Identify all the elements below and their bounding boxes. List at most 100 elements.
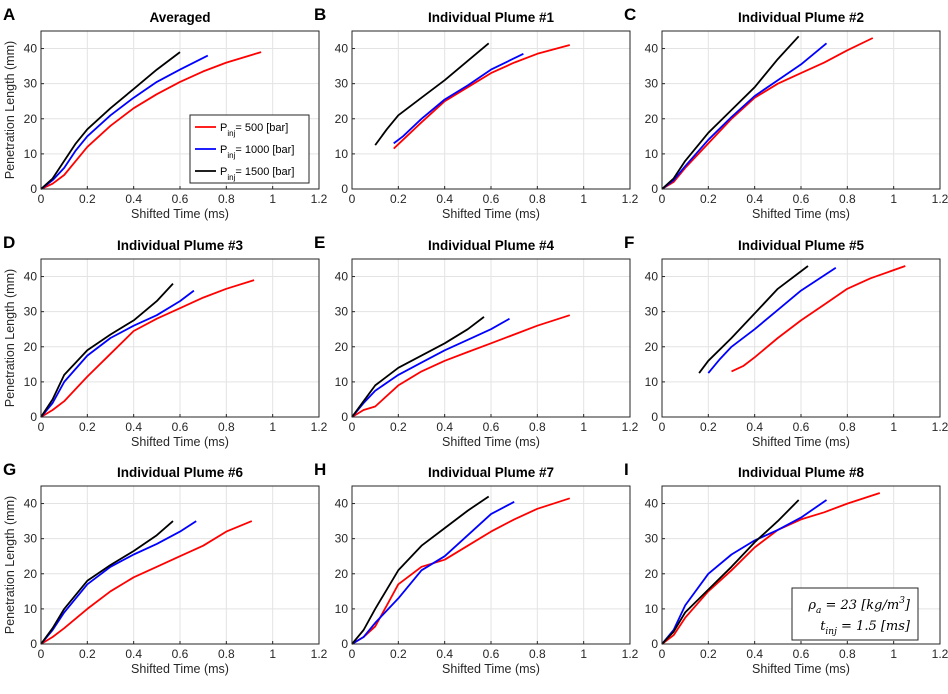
x-axis-label: Shifted Time (ms)	[752, 207, 850, 221]
series-line-1500-bar	[351, 316, 485, 418]
legend-label: Pinj= 1000 [bar]	[220, 144, 294, 160]
y-tick-label: 40	[24, 270, 38, 284]
panel-I: 0 0.2 0.4 0.6 0.8 1 1.2 0 10 20 30 40 Shifted Time (…	[624, 460, 948, 676]
x-tick-label: 0.2	[390, 192, 407, 206]
y-tick-label: 0	[341, 637, 348, 651]
y-tick-label: 30	[24, 77, 38, 91]
x-tick-label: 1.2	[622, 647, 639, 661]
panel-F: 0 0.2 0.4 0.6 0.8 1 1.2 0 10 20 30 40 Shifted Time (…	[624, 233, 948, 449]
panel-letter: F	[624, 233, 634, 252]
y-tick-label: 20	[335, 112, 349, 126]
x-tick-label: 0.8	[839, 647, 856, 661]
panel-title: Individual Plume #7	[428, 465, 554, 480]
series-line-1000-bar	[40, 54, 209, 190]
panel-title: Individual Plume #6	[117, 465, 244, 480]
x-tick-label: 0	[38, 647, 45, 661]
x-tick-label: 1.2	[622, 420, 639, 434]
x-tick-label: 0.4	[746, 647, 763, 661]
x-tick-label: 1.2	[311, 192, 328, 206]
x-tick-label: 0.8	[529, 647, 546, 661]
panel-title: Individual Plume #2	[738, 10, 864, 25]
x-tick-label: 0.6	[793, 420, 810, 434]
y-tick-label: 10	[24, 602, 38, 616]
x-tick-label: 0	[659, 420, 666, 434]
x-tick-label: 0.4	[125, 192, 142, 206]
y-tick-label: 10	[645, 375, 659, 389]
series-line-1000-bar	[40, 289, 195, 418]
annotation-box: ρa = 23 [kg/m3] tinj = 1.5 [ms]	[791, 587, 919, 641]
annotation-frame	[791, 587, 919, 641]
y-tick-label: 20	[24, 112, 38, 126]
series-line-500-bar	[661, 37, 874, 190]
y-tick-label: 40	[645, 270, 659, 284]
panel-B: 0 0.2 0.4 0.6 0.8 1 1.2 0 10 20 30 40 Shifted Time (…	[314, 5, 639, 221]
series-line-1500-bar	[661, 499, 800, 645]
x-tick-label: 0.8	[529, 192, 546, 206]
y-tick-label: 10	[645, 602, 659, 616]
series-line-1000-bar	[351, 317, 510, 418]
x-tick-label: 1.2	[311, 647, 328, 661]
series-line-1500-bar	[40, 520, 174, 645]
panel-G: 0 0.2 0.4 0.6 0.8 1 1.2 0 10 20 30 40 Shifted Time (…	[3, 460, 328, 676]
series-line-1000-bar	[393, 52, 524, 145]
x-tick-label: 0.6	[172, 647, 189, 661]
series-line-500-bar	[661, 492, 881, 645]
x-tick-label: 1	[269, 192, 276, 206]
legend-label: Pinj= 1500 [bar]	[220, 166, 294, 182]
panel-letter: D	[3, 233, 15, 252]
series-line-500-bar	[40, 520, 253, 645]
panel-title: Individual Plume #8	[738, 465, 865, 480]
series-line-500-bar	[351, 314, 571, 418]
x-tick-label: 0.2	[390, 647, 407, 661]
x-tick-label: 1.2	[932, 192, 948, 206]
x-tick-label: 1	[269, 420, 276, 434]
y-tick-label: 0	[341, 410, 348, 424]
panel-title: Individual Plume #1	[428, 10, 555, 25]
x-axis-label: Shifted Time (ms)	[131, 435, 229, 449]
x-tick-label: 0.2	[79, 420, 96, 434]
x-tick-label: 1	[269, 647, 276, 661]
y-axis-label: Penetration Length (mm)	[3, 496, 17, 634]
y-axis-label: Penetration Length (mm)	[3, 269, 17, 407]
x-axis-label: Shifted Time (ms)	[131, 207, 229, 221]
panel-letter: A	[3, 5, 15, 24]
x-tick-label: 0.8	[218, 420, 235, 434]
x-tick-label: 1	[890, 420, 897, 434]
y-tick-label: 0	[341, 182, 348, 196]
y-tick-label: 10	[24, 147, 38, 161]
series-line-1500-bar	[661, 35, 800, 190]
y-tick-label: 40	[335, 42, 349, 56]
panel-E: 0 0.2 0.4 0.6 0.8 1 1.2 0 10 20 30 40 Shifted Time (…	[314, 233, 639, 449]
y-tick-label: 30	[335, 305, 349, 319]
x-tick-label: 0.2	[700, 420, 717, 434]
panel-letter: G	[3, 460, 16, 479]
y-tick-label: 10	[335, 147, 349, 161]
y-tick-label: 10	[335, 375, 349, 389]
x-tick-label: 0.4	[436, 192, 453, 206]
x-tick-label: 0	[38, 192, 45, 206]
x-tick-label: 0.2	[390, 420, 407, 434]
panel-C: 0 0.2 0.4 0.6 0.8 1 1.2 0 10 20 30 40 Shifted Time (…	[624, 5, 948, 221]
x-tick-label: 0.6	[483, 192, 500, 206]
y-tick-label: 30	[335, 532, 349, 546]
x-tick-label: 1.2	[932, 647, 948, 661]
panel-letter: B	[314, 5, 326, 24]
y-tick-label: 0	[651, 182, 658, 196]
x-tick-label: 0.8	[839, 192, 856, 206]
x-tick-label: 0	[349, 647, 356, 661]
y-tick-label: 0	[651, 410, 658, 424]
series-line-500-bar	[40, 279, 255, 418]
x-tick-label: 0	[659, 647, 666, 661]
y-tick-label: 20	[24, 340, 38, 354]
y-tick-label: 40	[335, 270, 349, 284]
x-tick-label: 0.8	[218, 192, 235, 206]
x-tick-label: 0.2	[79, 647, 96, 661]
x-tick-label: 0.6	[483, 647, 500, 661]
annotation-injection-time: tinj = 1.5 [ms]	[820, 619, 911, 637]
y-tick-label: 40	[645, 497, 659, 511]
panel-A: 0 0.2 0.4 0.6 0.8 1 1.2 0 10 20 30 40 Shifted Time (…	[3, 5, 328, 221]
x-tick-label: 0	[349, 420, 356, 434]
panel-title: Averaged	[149, 10, 210, 25]
y-axis-label: Penetration Length (mm)	[3, 41, 17, 179]
series-line-500-bar	[731, 265, 906, 373]
